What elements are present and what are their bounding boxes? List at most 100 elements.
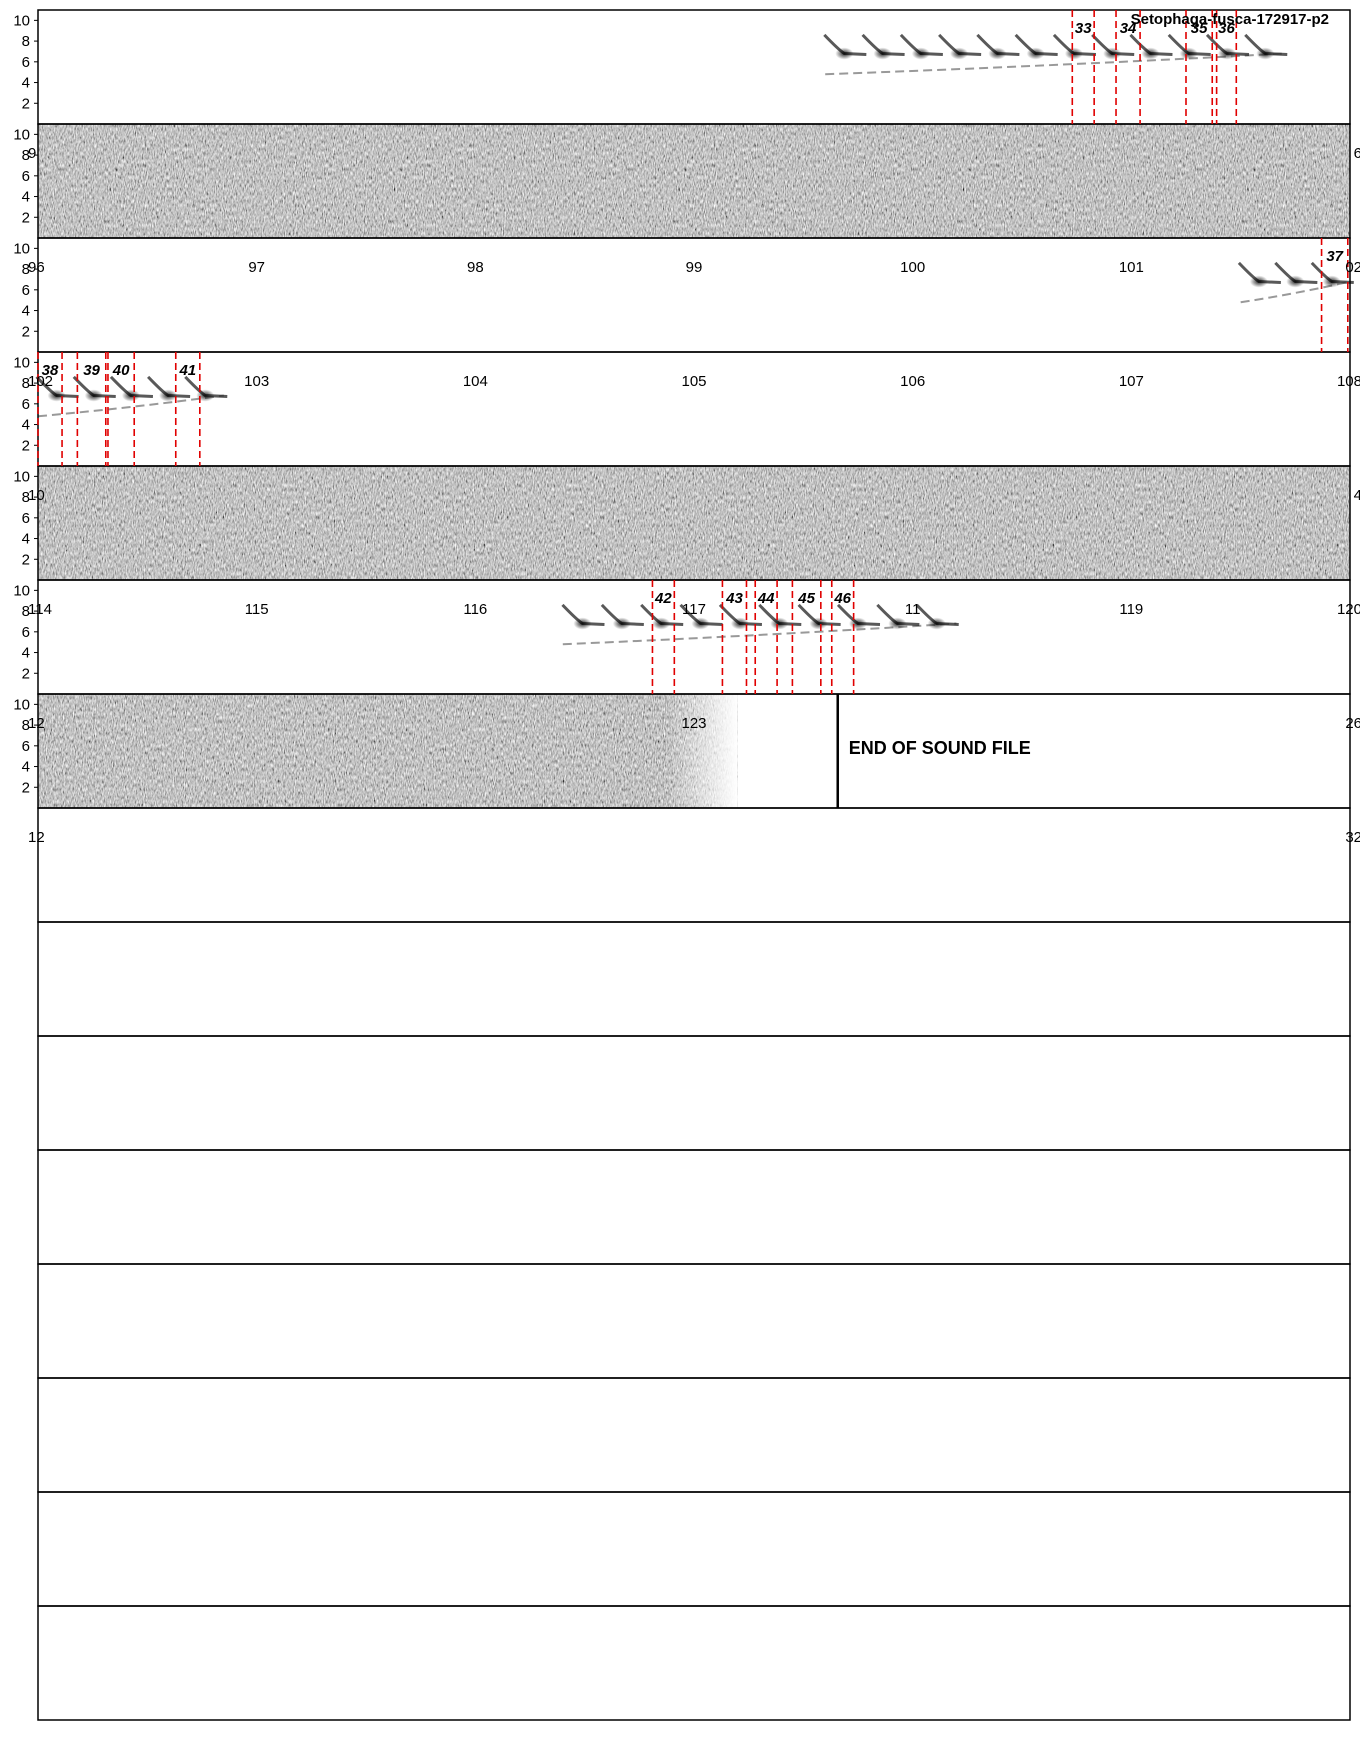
freq-tick-label: 8 — [22, 603, 30, 620]
end-of-file-label: END OF SOUND FILE — [849, 738, 1031, 758]
time-tick-label: 4 — [1354, 487, 1360, 504]
song-note-core — [121, 389, 140, 402]
song-trill — [37, 394, 224, 418]
time-tick-label: 97 — [248, 259, 265, 276]
segment-label: 38 — [42, 362, 59, 379]
row-frame — [37, 1377, 1351, 1493]
time-tick-label: 96 — [28, 259, 45, 276]
song-note-core — [612, 617, 631, 630]
segment-40: 40 — [107, 352, 136, 466]
segment-43: 43 — [721, 580, 748, 694]
freq-tick-label: 2 — [22, 323, 30, 340]
freq-tick-label: 2 — [22, 95, 30, 112]
freq-tick-label: 8 — [22, 261, 30, 278]
freq-tick-label: 8 — [22, 489, 30, 506]
song-note-core — [809, 617, 828, 630]
time-tick-label: 10 — [28, 487, 45, 504]
time-tick-label: 108 — [1337, 373, 1360, 390]
song-note-core — [911, 47, 930, 60]
freq-tick-label: 4 — [22, 759, 30, 776]
song-note-core — [159, 389, 178, 402]
segment-46: 46 — [830, 580, 855, 694]
time-tick-label: 123 — [681, 715, 706, 732]
freq-tick-label: 4 — [22, 645, 30, 662]
segment-label: 36 — [1218, 20, 1235, 37]
row-frame — [37, 1491, 1351, 1607]
freq-tick-label: 6 — [22, 738, 30, 755]
segment-label: 33 — [1075, 20, 1092, 37]
time-tick-label: 104 — [463, 373, 488, 390]
song-note-core — [1322, 275, 1341, 288]
freq-tick-label: 2 — [22, 551, 30, 568]
segment-44: 44 — [754, 580, 778, 694]
time-tick-label: 12 — [28, 829, 45, 846]
song-note-core — [770, 617, 789, 630]
song-events-layer — [35, 33, 1354, 646]
song-note-core — [1026, 47, 1045, 60]
freq-tick-label: 10 — [13, 240, 30, 257]
time-tick-label: 12 — [28, 715, 45, 732]
noise-fade — [667, 694, 738, 808]
freq-tick-label: 2 — [22, 209, 30, 226]
song-note-core — [888, 617, 907, 630]
segment-label: 44 — [757, 590, 775, 607]
segment-36: 36 — [1215, 10, 1238, 124]
segment-label: 42 — [654, 590, 672, 607]
noise-panel — [38, 124, 1350, 238]
song-note-core — [1286, 275, 1305, 288]
freq-tick-label: 6 — [22, 54, 30, 71]
segment-label: 39 — [83, 362, 100, 379]
time-tick-label: 116 — [463, 601, 487, 618]
segment-35: 35 — [1185, 10, 1214, 124]
freq-tick-label: 10 — [13, 12, 30, 29]
row-frame — [37, 1149, 1351, 1265]
freq-tick-label: 8 — [22, 33, 30, 50]
noise-panel — [38, 466, 1350, 580]
song-note-core — [1103, 47, 1122, 60]
song-note-core — [84, 389, 103, 402]
song-note-core — [1218, 47, 1236, 60]
time-tick-label: 105 — [681, 373, 706, 390]
noise-layer — [38, 124, 1350, 808]
segment-label: 46 — [833, 590, 851, 607]
row-frame — [37, 1605, 1351, 1721]
segment-markers-layer: 33 34 35 36 37 38 39 40 41 42 43 44 45 46 — [37, 10, 1349, 694]
segment-label: 41 — [178, 362, 196, 379]
time-tick-label: 32 — [1345, 829, 1360, 846]
freq-tick-label: 10 — [13, 126, 30, 143]
freq-tick-label: 10 — [13, 696, 30, 713]
time-tick-label: 107 — [1119, 373, 1144, 390]
time-tick-label: 6 — [1354, 145, 1360, 162]
song-note-core — [652, 617, 671, 630]
row-frame — [37, 579, 1351, 695]
freq-tick-label: 4 — [22, 75, 30, 92]
song-note-core — [835, 47, 854, 60]
freq-tick-label: 4 — [22, 189, 30, 206]
time-tick-label: 106 — [900, 373, 925, 390]
segment-label: 35 — [1191, 20, 1208, 37]
song-note-core — [950, 47, 969, 60]
song-note-core — [988, 47, 1007, 60]
segment-label: 34 — [1120, 20, 1137, 37]
freq-tick-label: 4 — [22, 531, 30, 548]
freq-tick-label: 10 — [13, 354, 30, 371]
time-tick-label: 117 — [682, 601, 706, 618]
freq-tick-label: 6 — [22, 396, 30, 413]
frames-layer — [34, 9, 1351, 1721]
time-tick-label: 98 — [467, 259, 484, 276]
song-note-core — [873, 47, 892, 60]
segment-45: 45 — [791, 580, 822, 694]
time-tick-label: 02 — [1345, 259, 1360, 276]
segment-39: 39 — [76, 352, 107, 466]
time-tick-label: 114 — [28, 601, 52, 618]
freq-tick-label: 2 — [22, 779, 30, 796]
segment-37: 37 — [1320, 238, 1349, 352]
row-frame — [37, 237, 1351, 353]
segment-42: 42 — [651, 580, 676, 694]
row-frame — [37, 921, 1351, 1037]
segment-34: 34 — [1115, 10, 1141, 124]
time-tick-label: 119 — [1119, 601, 1143, 618]
time-tick-label: 115 — [245, 601, 269, 618]
song-note-core — [1064, 47, 1083, 60]
song-note-core — [691, 617, 710, 630]
